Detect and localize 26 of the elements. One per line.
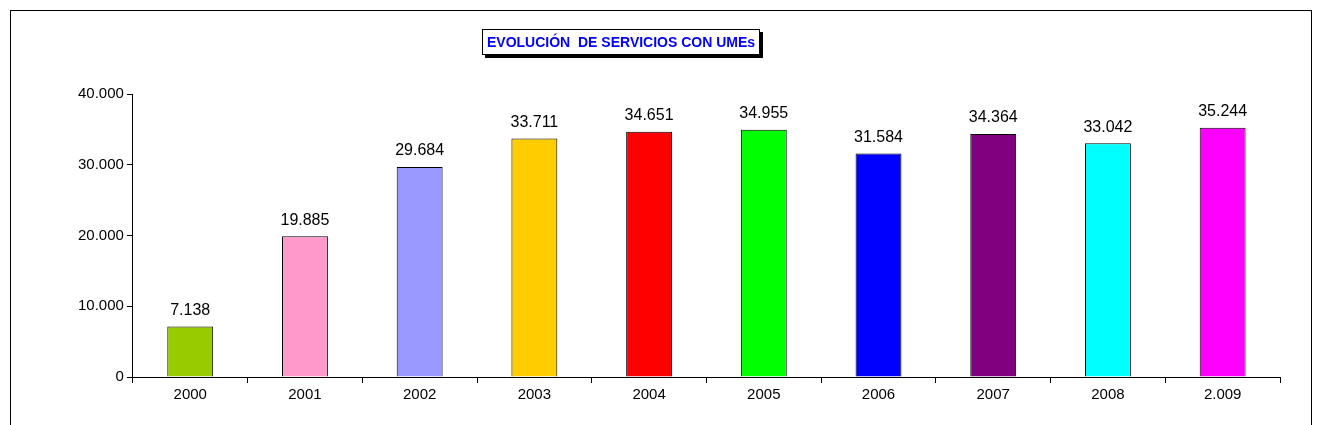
data-label: 33.711 xyxy=(510,112,559,130)
x-tick-label: 2003 xyxy=(517,385,552,403)
x-tick-label: 2002 xyxy=(402,385,437,403)
data-label: 29.684 xyxy=(395,141,445,159)
y-tick-label: 30.000 xyxy=(77,154,124,172)
y-tick-label: 10.000 xyxy=(77,296,124,314)
x-tick-label: 2001 xyxy=(288,385,322,403)
data-label: 34.955 xyxy=(739,104,789,122)
x-tick-label: 2006 xyxy=(861,385,896,403)
data-label: 35.244 xyxy=(1198,102,1248,120)
x-tick-label: 2007 xyxy=(976,385,1010,403)
data-label: 33.042 xyxy=(1083,117,1133,135)
y-tick-label: 40.000 xyxy=(77,84,124,102)
x-tick-label: 2000 xyxy=(173,385,207,403)
chart-title: EVOLUCIÓN DE SERVICIOS CON UMEs xyxy=(482,29,761,55)
x-tick-label: 2004 xyxy=(632,385,666,403)
data-label: 19.885 xyxy=(280,210,330,228)
data-label: 7.138 xyxy=(170,300,211,318)
data-label: 34.651 xyxy=(624,106,674,124)
x-tick-label: 2.009 xyxy=(1203,385,1242,403)
y-tick-label: 0 xyxy=(115,367,124,385)
x-tick-label: 2008 xyxy=(1091,385,1125,403)
data-label: 31.584 xyxy=(854,127,904,145)
x-tick-label: 2005 xyxy=(747,385,781,403)
y-tick-label: 20.000 xyxy=(77,225,124,243)
data-label: 34.364 xyxy=(968,108,1018,126)
